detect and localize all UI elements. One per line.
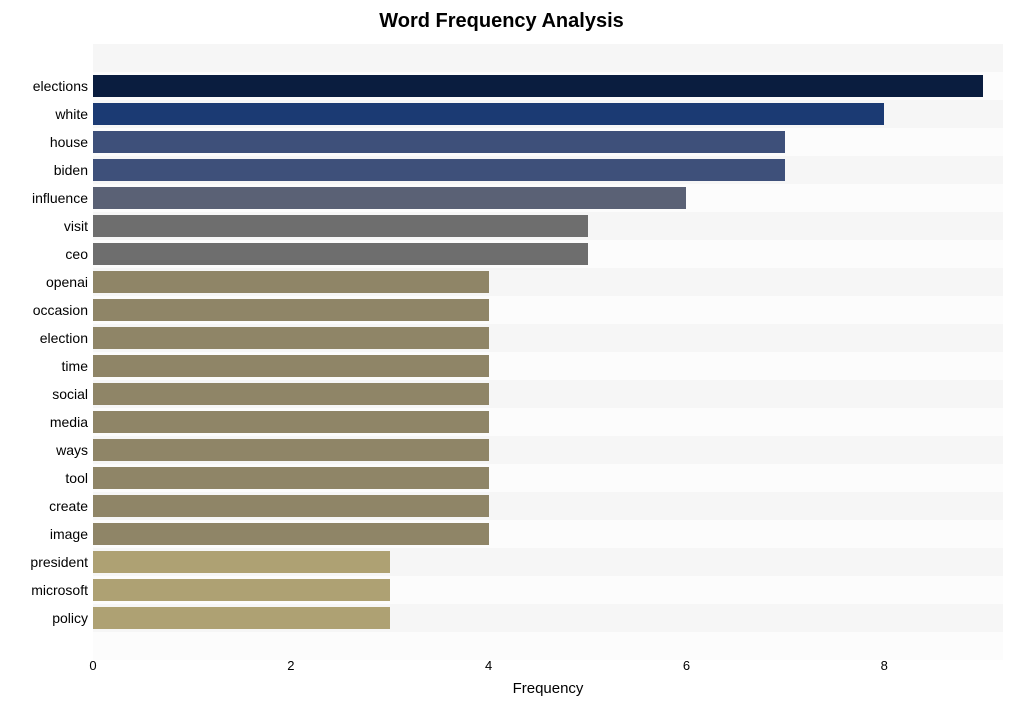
bar (93, 439, 489, 461)
bar (93, 355, 489, 377)
bar (93, 467, 489, 489)
y-tick-label: microsoft (31, 582, 88, 598)
y-tick-label: elections (33, 78, 88, 94)
bar (93, 243, 588, 265)
y-tick-label: create (49, 498, 88, 514)
x-axis-label: Frequency (93, 680, 1003, 697)
x-tick-label: 0 (89, 658, 96, 673)
x-tick-label: 6 (683, 658, 690, 673)
bar (93, 579, 390, 601)
y-tick-label: openai (46, 274, 88, 290)
y-tick-label: media (50, 414, 88, 430)
x-tick-label: 2 (287, 658, 294, 673)
bars-layer (93, 44, 1003, 652)
y-axis-labels: elections white house biden influence visit ce… (10, 44, 88, 652)
bar (93, 299, 489, 321)
y-tick-label: ceo (65, 246, 88, 262)
bar (93, 131, 785, 153)
y-tick-label: biden (54, 162, 88, 178)
y-tick-label: ways (56, 442, 88, 458)
x-tick-label: 8 (881, 658, 888, 673)
y-tick-label: policy (52, 610, 88, 626)
y-tick-label: tool (65, 470, 88, 486)
bar (93, 103, 884, 125)
chart-title: Word Frequency Analysis (10, 10, 1013, 33)
bar (93, 551, 390, 573)
x-tick-label: 4 (485, 658, 492, 673)
bar (93, 215, 588, 237)
y-tick-label: house (50, 134, 88, 150)
y-tick-label: white (55, 106, 88, 122)
y-tick-label: visit (64, 218, 88, 234)
y-tick-label: image (50, 526, 88, 542)
bar (93, 271, 489, 293)
bar (93, 159, 785, 181)
bar (93, 187, 686, 209)
y-tick-label: social (52, 386, 88, 402)
bar (93, 327, 489, 349)
y-tick-label: time (62, 358, 88, 374)
plot-area (93, 44, 1003, 652)
x-axis: 02468 Frequency (93, 652, 1003, 692)
y-tick-label: influence (32, 190, 88, 206)
y-tick-label: election (40, 330, 88, 346)
y-tick-label: occasion (33, 302, 88, 318)
bar (93, 495, 489, 517)
bar (93, 75, 983, 97)
bar (93, 607, 390, 629)
word-frequency-chart: Word Frequency Analysis elections white ho… (10, 10, 1013, 691)
bar (93, 411, 489, 433)
bar (93, 383, 489, 405)
y-tick-label: president (30, 554, 88, 570)
bar (93, 523, 489, 545)
